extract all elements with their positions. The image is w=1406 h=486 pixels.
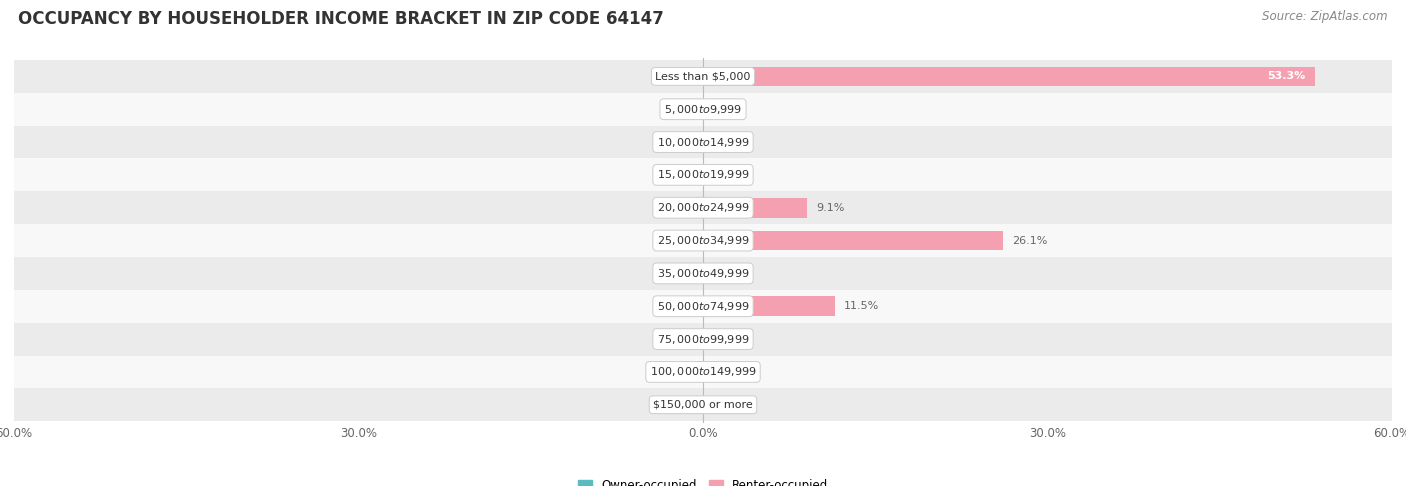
Text: $25,000 to $34,999: $25,000 to $34,999 <box>657 234 749 247</box>
Bar <box>703 231 1002 250</box>
Bar <box>14 323 1392 355</box>
Text: 0.0%: 0.0% <box>661 268 689 278</box>
Text: 0.0%: 0.0% <box>661 203 689 213</box>
Text: Source: ZipAtlas.com: Source: ZipAtlas.com <box>1263 10 1388 23</box>
Text: 0.0%: 0.0% <box>717 268 745 278</box>
Bar <box>14 126 1392 158</box>
Text: $10,000 to $14,999: $10,000 to $14,999 <box>657 136 749 149</box>
Text: 53.3%: 53.3% <box>1268 71 1306 81</box>
Text: 0.0%: 0.0% <box>717 400 745 410</box>
Text: 9.1%: 9.1% <box>817 203 845 213</box>
Text: $20,000 to $24,999: $20,000 to $24,999 <box>657 201 749 214</box>
Bar <box>14 388 1392 421</box>
Text: 0.0%: 0.0% <box>661 104 689 114</box>
Text: 0.0%: 0.0% <box>717 170 745 180</box>
Bar <box>14 355 1392 388</box>
Text: $35,000 to $49,999: $35,000 to $49,999 <box>657 267 749 280</box>
Bar <box>14 224 1392 257</box>
Bar <box>703 67 1315 86</box>
Text: $50,000 to $74,999: $50,000 to $74,999 <box>657 300 749 313</box>
Text: 11.5%: 11.5% <box>844 301 880 311</box>
Text: $15,000 to $19,999: $15,000 to $19,999 <box>657 168 749 181</box>
Text: 0.0%: 0.0% <box>717 334 745 344</box>
Legend: Owner-occupied, Renter-occupied: Owner-occupied, Renter-occupied <box>572 475 834 486</box>
Text: 0.0%: 0.0% <box>661 137 689 147</box>
Bar <box>703 198 807 218</box>
Text: $100,000 to $149,999: $100,000 to $149,999 <box>650 365 756 379</box>
Bar <box>14 158 1392 191</box>
Text: 26.1%: 26.1% <box>1012 236 1047 245</box>
Text: Less than $5,000: Less than $5,000 <box>655 71 751 81</box>
Bar <box>14 257 1392 290</box>
Text: 0.0%: 0.0% <box>661 400 689 410</box>
Text: 0.0%: 0.0% <box>661 334 689 344</box>
Text: $5,000 to $9,999: $5,000 to $9,999 <box>664 103 742 116</box>
Bar <box>703 296 835 316</box>
Text: 0.0%: 0.0% <box>661 301 689 311</box>
Text: 0.0%: 0.0% <box>661 71 689 81</box>
Bar <box>14 93 1392 126</box>
Text: 0.0%: 0.0% <box>661 367 689 377</box>
Text: $75,000 to $99,999: $75,000 to $99,999 <box>657 332 749 346</box>
Text: 0.0%: 0.0% <box>717 137 745 147</box>
Text: OCCUPANCY BY HOUSEHOLDER INCOME BRACKET IN ZIP CODE 64147: OCCUPANCY BY HOUSEHOLDER INCOME BRACKET … <box>18 10 664 28</box>
Text: 0.0%: 0.0% <box>717 104 745 114</box>
Text: $150,000 or more: $150,000 or more <box>654 400 752 410</box>
Text: 0.0%: 0.0% <box>661 170 689 180</box>
Bar <box>14 60 1392 93</box>
Bar <box>14 191 1392 224</box>
Text: 0.0%: 0.0% <box>661 236 689 245</box>
Text: 0.0%: 0.0% <box>717 367 745 377</box>
Bar <box>14 290 1392 323</box>
